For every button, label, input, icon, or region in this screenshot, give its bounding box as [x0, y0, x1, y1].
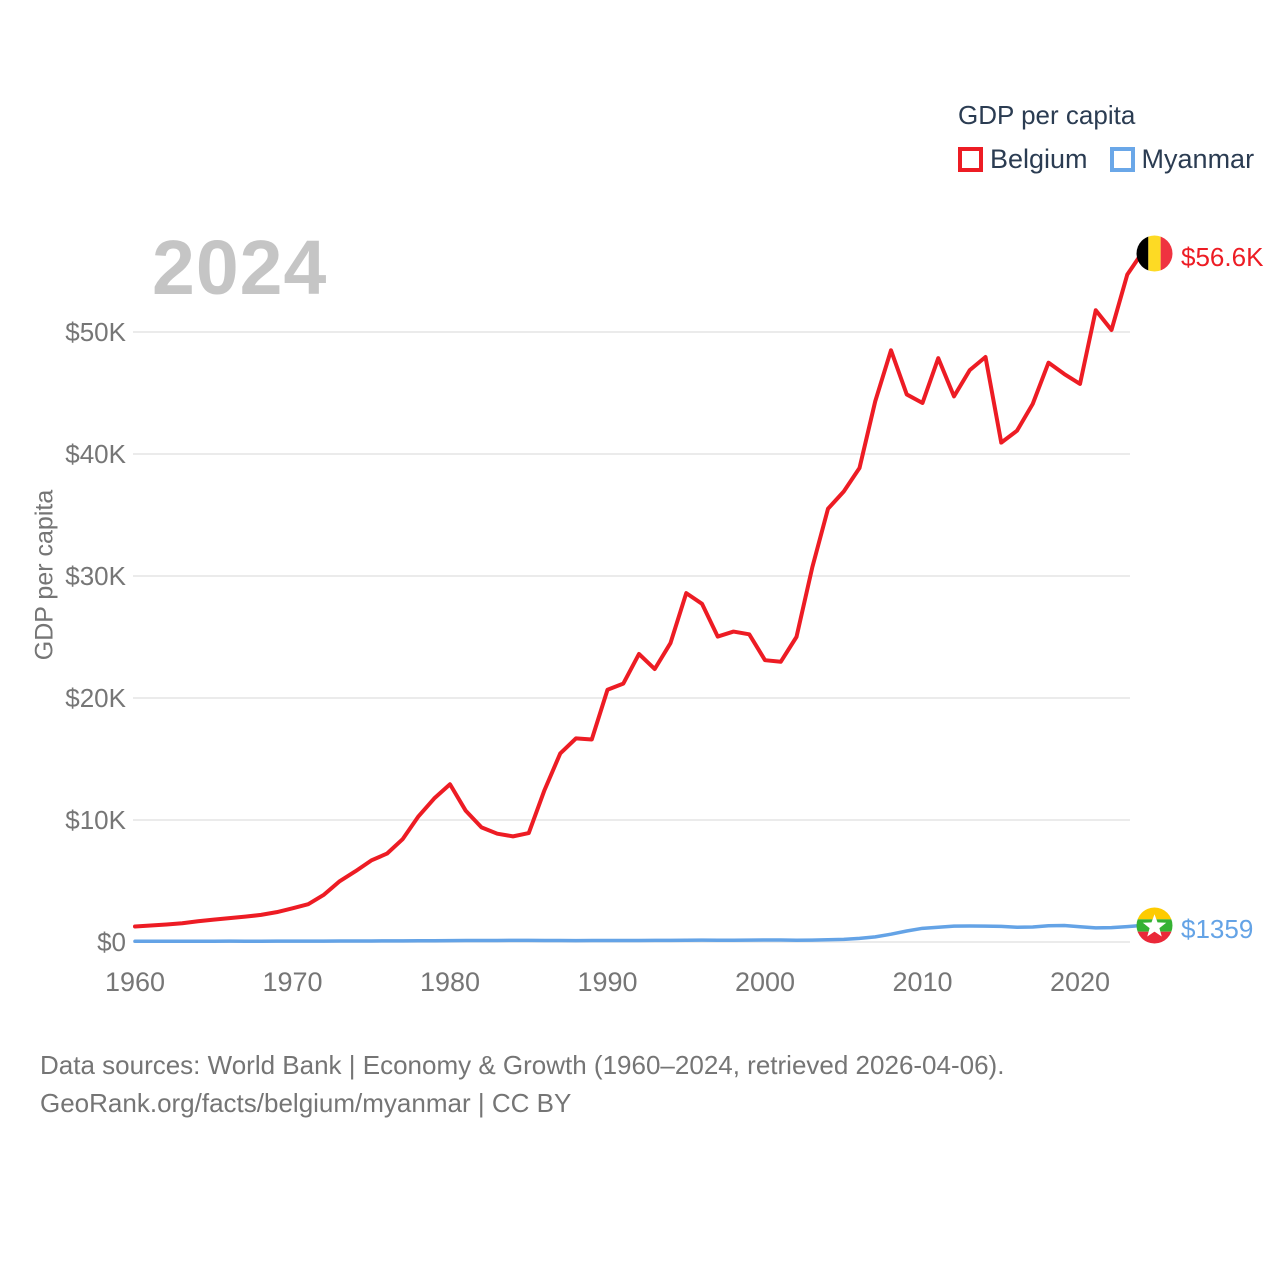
x-tick-label: 2010 — [892, 967, 952, 997]
legend-items: Belgium Myanmar — [958, 144, 1254, 175]
data-sources-line: Data sources: World Bank | Economy & Gro… — [40, 1050, 1005, 1080]
legend-item-belgium[interactable]: Belgium — [958, 144, 1088, 175]
y-tick-label: $10K — [65, 805, 126, 835]
x-tick-label: 1970 — [262, 967, 322, 997]
y-tick-label: $50K — [65, 317, 126, 347]
myanmar-line — [133, 923, 1145, 944]
legend-title: GDP per capita — [958, 100, 1136, 130]
belgium-legend-label: Belgium — [990, 144, 1088, 174]
myanmar-end-label: $1359 — [1136, 907, 1253, 951]
belgium-line — [133, 249, 1145, 929]
attribution-footer: Data sources: World Bank | Economy & Gro… — [40, 1046, 1004, 1122]
x-tick-label: 1980 — [420, 967, 480, 997]
belgium-flag-icon — [1136, 235, 1173, 279]
year-watermark: 2024 — [152, 225, 328, 311]
y-tick-label: $40K — [65, 439, 126, 469]
myanmar-legend-swatch — [1109, 147, 1135, 172]
myanmar-legend-label: Myanmar — [1141, 144, 1255, 174]
x-tick-label: 1990 — [577, 967, 637, 997]
x-tick-label: 2020 — [1050, 967, 1110, 997]
y-tick-label: $30K — [65, 561, 126, 591]
myanmar-end-label-value: $1359 — [1181, 913, 1254, 944]
legend: GDP per capita Belgium Myanmar — [958, 100, 1254, 175]
belgium-end-label: $56.6K — [1136, 235, 1263, 279]
x-tick-label: 1960 — [105, 967, 165, 997]
source-url-line: GeoRank.org/facts/belgium/myanmar | CC B… — [40, 1088, 572, 1118]
belgium-end-label-value: $56.6K — [1181, 241, 1264, 272]
belgium-legend-swatch — [958, 147, 983, 172]
x-tick-label: 2000 — [735, 967, 795, 997]
legend-item-myanmar[interactable]: Myanmar — [1109, 144, 1255, 175]
y-tick-label: $20K — [65, 683, 126, 713]
y-tick-label: $0 — [97, 927, 126, 957]
myanmar-flag-icon — [1136, 907, 1173, 951]
